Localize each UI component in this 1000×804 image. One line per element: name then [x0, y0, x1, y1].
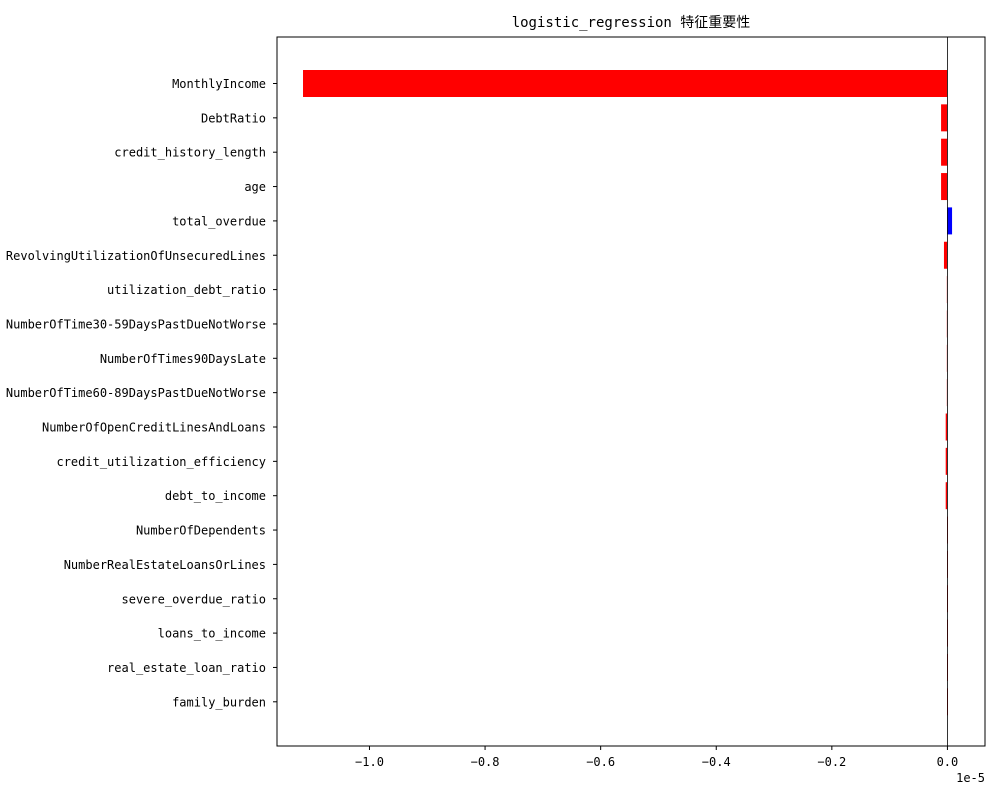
- x-tick-label: −0.2: [817, 755, 846, 769]
- x-tick-label: −0.4: [702, 755, 731, 769]
- y-tick-label: MonthlyIncome: [172, 77, 266, 91]
- y-tick-label: NumberRealEstateLoansOrLines: [64, 558, 266, 572]
- y-tick-label: NumberOfTimes90DaysLate: [100, 352, 266, 366]
- y-tick-label: RevolvingUtilizationOfUnsecuredLines: [6, 249, 266, 263]
- x-tick-label: −0.6: [586, 755, 615, 769]
- y-tick-label: NumberOfTime60-89DaysPastDueNotWorse: [6, 386, 266, 400]
- chart-title: logistic_regression 特征重要性: [512, 15, 751, 31]
- y-tick-label: debt_to_income: [165, 489, 266, 503]
- y-tick-label: severe_overdue_ratio: [122, 592, 267, 606]
- bar-MonthlyIncome: [303, 70, 948, 97]
- y-tick-label: NumberOfOpenCreditLinesAndLoans: [42, 421, 266, 435]
- y-tick-label: loans_to_income: [158, 627, 266, 641]
- y-tick-label: NumberOfTime30-59DaysPastDueNotWorse: [6, 317, 266, 331]
- bar-DebtRatio: [941, 104, 948, 132]
- bar-credit_history_length: [941, 138, 948, 166]
- y-tick-label: DebtRatio: [201, 111, 266, 125]
- bar-age: [941, 173, 948, 201]
- x-tick-label: 0.0: [937, 755, 959, 769]
- y-tick-label: utilization_debt_ratio: [107, 283, 266, 297]
- bar-RevolvingUtilizationOfUnsecuredLines: [943, 241, 948, 269]
- y-tick-label: credit_utilization_efficiency: [56, 455, 266, 469]
- bar-debt_to_income: [945, 482, 948, 510]
- plot-frame: [276, 36, 986, 747]
- x-tick-label: −0.8: [471, 755, 500, 769]
- y-tick-label: total_overdue: [172, 214, 266, 228]
- y-tick-label: family_burden: [172, 695, 266, 709]
- y-tick-label: real_estate_loan_ratio: [107, 661, 266, 675]
- x-axis-scale-label: 1e-5: [956, 771, 985, 785]
- x-axis: −1.0 −0.8 −0.6 −0.4 −0.2 0.0: [355, 746, 958, 769]
- y-tick-label: credit_history_length: [114, 146, 266, 160]
- bar-NumberOfOpenCreditLinesAndLoans: [945, 413, 948, 441]
- x-tick-label: −1.0: [355, 755, 384, 769]
- bar-credit_utilization_efficiency: [945, 447, 948, 475]
- y-tick-label: age: [244, 180, 266, 194]
- y-axis: MonthlyIncome DebtRatio credit_history_len…: [6, 77, 277, 709]
- y-tick-label: NumberOfDependents: [136, 524, 266, 538]
- bar-total_overdue: [947, 207, 953, 235]
- bars-layer: [303, 70, 953, 716]
